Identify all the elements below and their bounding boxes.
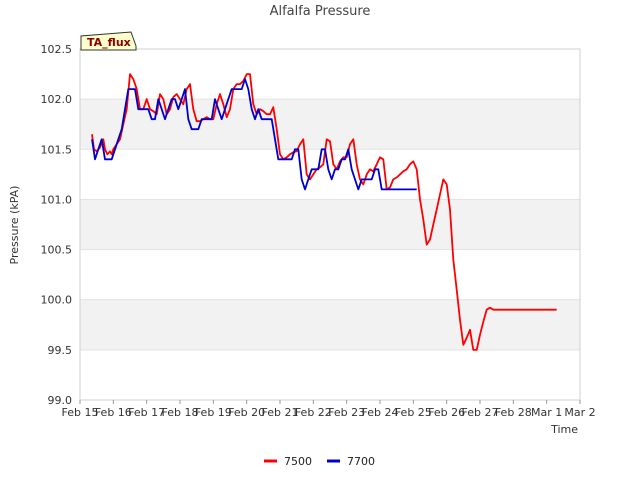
y-tick-label: 101.0 (41, 193, 73, 206)
x-tick-label: Feb 16 (95, 406, 132, 419)
series-lines (91, 73, 557, 351)
x-tick-label: Feb 19 (195, 406, 232, 419)
x-tick-label: Feb 28 (495, 406, 532, 419)
x-tick-label: Mar 2 (564, 406, 595, 419)
x-tick-label: Feb 23 (328, 406, 365, 419)
grid-band (80, 199, 580, 250)
legend: 7500 7700 (264, 455, 375, 468)
grid-band (80, 249, 580, 300)
grid-bands (80, 48, 580, 401)
x-tick-label: Feb 27 (462, 406, 499, 419)
x-tick-label: Feb 20 (228, 406, 265, 419)
badge-shape (80, 31, 137, 51)
grid-band (80, 299, 580, 350)
x-tick-label: Feb 21 (262, 406, 299, 419)
badge-label: TA_flux (87, 36, 131, 49)
x-tick-label: Feb 17 (128, 406, 165, 419)
y-tick-label: 100.0 (41, 294, 73, 307)
x-tick-label: Feb 25 (395, 406, 432, 419)
legend-item-7500: 7500 (264, 455, 312, 468)
y-tick-label: 99.5 (48, 344, 73, 357)
chart-title: Alfalfa Pressure (270, 4, 371, 19)
x-axis-label: Time (550, 423, 578, 436)
y-tick-label: 102.5 (41, 43, 73, 56)
y-axis-ticks: 99.0 99.5 100.0 100.5 101.0 101.5 102.0 102.5 (41, 43, 73, 407)
legend-item-7700: 7700 (327, 455, 375, 468)
grid-band (80, 49, 580, 100)
x-tick-label: Feb 22 (295, 406, 332, 419)
y-tick-label: 100.5 (41, 244, 73, 257)
x-tick-label: Feb 15 (62, 406, 99, 419)
plot-frame (79, 48, 581, 401)
legend-label-7500: 7500 (284, 455, 312, 468)
y-axis-label: Pressure (kPA) (8, 186, 21, 265)
x-tick-label: Feb 24 (362, 406, 399, 419)
y-tick-label: 101.5 (41, 143, 73, 156)
y-tick-label: 102.0 (41, 93, 73, 106)
legend-label-7700: 7700 (347, 455, 375, 468)
series-line-7700 (91, 78, 417, 191)
y-tick-label: 99.0 (48, 394, 73, 407)
grid-band (80, 349, 580, 400)
x-tick-label: Feb 26 (428, 406, 465, 419)
ta-flux-badge: TA_flux (80, 31, 137, 51)
x-tick-label: Feb 18 (162, 406, 199, 419)
x-tick-label: Mar 1 (531, 406, 562, 419)
